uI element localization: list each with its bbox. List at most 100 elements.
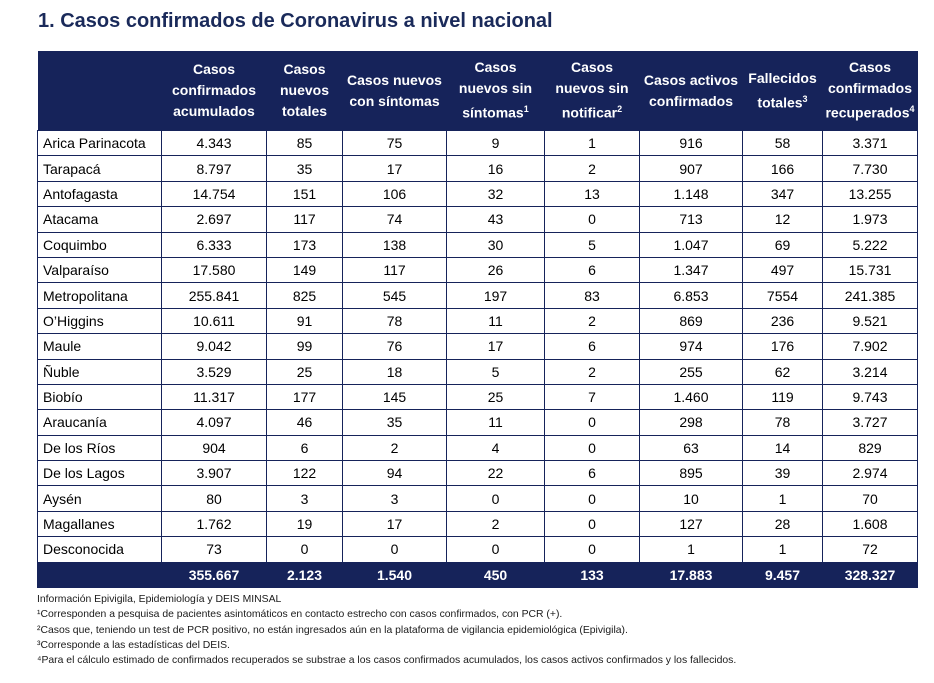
value-cell: 236: [742, 307, 823, 335]
column-header: Casos nuevos sin síntomas1: [446, 51, 545, 131]
value-cell: 1.148: [639, 180, 743, 208]
value-cell: 9.743: [822, 383, 918, 411]
value-cell: 197: [446, 282, 545, 309]
total-cell: 355.667: [161, 561, 267, 588]
source-note: Información Epivigila, Epidemiología y D…: [37, 594, 282, 605]
region-name-cell: Aysén: [37, 485, 162, 512]
value-cell: 545: [342, 282, 447, 309]
region-name-cell: Metropolitana: [37, 282, 162, 309]
value-cell: 255: [639, 358, 743, 385]
value-cell: 26: [446, 256, 545, 284]
value-cell: 1.347: [639, 256, 743, 284]
region-name-cell: Biobío: [37, 383, 162, 411]
value-cell: 72: [822, 536, 918, 563]
region-name-cell: De los Ríos: [37, 434, 162, 462]
page-title: 1. Casos confirmados de Coronavirus a ni…: [38, 10, 553, 32]
table-row: Coquimbo 6.333 173 138 30 5 1.047 69 5.222: [37, 231, 918, 258]
total-cell: [37, 561, 162, 588]
footnotes: Información Epivigila, Epidemiología y D…: [37, 592, 736, 668]
column-header-label: Casos activos confirmados: [643, 71, 739, 109]
value-cell: 0: [544, 510, 640, 538]
value-cell: 83: [544, 282, 640, 309]
value-cell: 0: [544, 434, 640, 462]
value-cell: 106: [342, 180, 447, 208]
value-cell: 12: [742, 206, 823, 233]
value-cell: 3.907: [161, 460, 267, 487]
total-cell: 1.540: [342, 561, 447, 588]
value-cell: 2: [342, 434, 447, 462]
region-name-cell: Desconocida: [37, 536, 162, 563]
value-cell: 176: [742, 333, 823, 360]
footnote-marker: 2: [617, 104, 623, 115]
footnote: ¹Corresponden a pesquisa de pacientes as…: [37, 609, 563, 621]
region-name-cell: Maule: [37, 333, 162, 360]
value-cell: 1.608: [822, 510, 918, 538]
value-cell: 825: [266, 282, 343, 309]
value-cell: 4: [446, 434, 545, 462]
value-cell: 4.343: [161, 129, 267, 157]
value-cell: 166: [742, 155, 823, 182]
value-cell: 255.841: [161, 282, 267, 309]
value-cell: 39: [742, 460, 823, 487]
total-cell: 2.123: [266, 561, 343, 588]
value-cell: 0: [544, 536, 640, 563]
value-cell: 6: [544, 256, 640, 284]
column-header-label: Fallecidos totales: [748, 69, 817, 111]
value-cell: 25: [446, 383, 545, 411]
value-cell: 2.697: [161, 206, 267, 233]
footnote: ²Casos que, teniendo un test de PCR posi…: [37, 624, 628, 636]
value-cell: 2: [446, 510, 545, 538]
value-cell: 14.754: [161, 180, 267, 208]
table-row: Tarapacá 8.797 35 17 16 2 907 166 7.730: [37, 155, 918, 182]
value-cell: 298: [639, 409, 743, 436]
value-cell: 173: [266, 231, 343, 258]
value-cell: 75: [342, 129, 447, 157]
value-cell: 6.333: [161, 231, 267, 258]
value-cell: 0: [446, 485, 545, 512]
value-cell: 74: [342, 206, 447, 233]
value-cell: 69: [742, 231, 823, 258]
column-header-label: Casos confirmados acumulados: [171, 61, 256, 119]
table-row: Desconocida 73 0 0 0 0 1 1 72: [37, 536, 918, 563]
value-cell: 1: [639, 536, 743, 563]
value-cell: 117: [266, 206, 343, 233]
value-cell: 974: [639, 333, 743, 360]
region-name-cell: Antofagasta: [37, 180, 162, 208]
column-header: Casos nuevos con síntomas: [342, 51, 447, 131]
value-cell: 138: [342, 231, 447, 258]
value-cell: 6: [266, 434, 343, 462]
column-header-label: Casos nuevos sin síntomas: [458, 59, 533, 121]
value-cell: 10: [639, 485, 743, 512]
table-row: Maule 9.042 99 76 17 6 974 176 7.902: [37, 333, 918, 360]
value-cell: 2: [544, 307, 640, 335]
region-name-cell: Arica Parinacota: [37, 129, 162, 157]
value-cell: 76: [342, 333, 447, 360]
region-name-cell: O’Higgins: [37, 307, 162, 335]
value-cell: 119: [742, 383, 823, 411]
table-body: Arica Parinacota 4.343 85 75 9 1 916 58 3.371 Tar…: [37, 129, 918, 588]
value-cell: 28: [742, 510, 823, 538]
value-cell: 3.529: [161, 358, 267, 385]
value-cell: 17: [342, 510, 447, 538]
table-row: Biobío 11.317 177 145 25 7 1.460 119 9.743: [37, 383, 918, 411]
value-cell: 6.853: [639, 282, 743, 309]
value-cell: 19: [266, 510, 343, 538]
value-cell: 7.730: [822, 155, 918, 182]
value-cell: 829: [822, 434, 918, 462]
column-header-label: Casos nuevos sin notificar: [555, 59, 629, 121]
footnote-marker: 4: [909, 104, 915, 115]
value-cell: 80: [161, 485, 267, 512]
column-header: Casos nuevos sin notificar2: [544, 51, 640, 131]
table-row: De los Lagos 3.907 122 94 22 6 895 39 2.974: [37, 460, 918, 487]
table-row: O’Higgins 10.611 91 78 11 2 869 236 9.521: [37, 307, 918, 335]
total-cell: 450: [446, 561, 545, 588]
value-cell: 13: [544, 180, 640, 208]
total-cell: 133: [544, 561, 640, 588]
totals-row: 355.667 2.123 1.540 450 133 17.883 9.457 328.32…: [37, 561, 918, 588]
column-header-label: Casos nuevos con síntomas: [347, 71, 442, 109]
value-cell: 1.460: [639, 383, 743, 411]
value-cell: 0: [342, 536, 447, 563]
value-cell: 5.222: [822, 231, 918, 258]
value-cell: 2.974: [822, 460, 918, 487]
table-row: Arica Parinacota 4.343 85 75 9 1 916 58 3.371: [37, 129, 918, 157]
